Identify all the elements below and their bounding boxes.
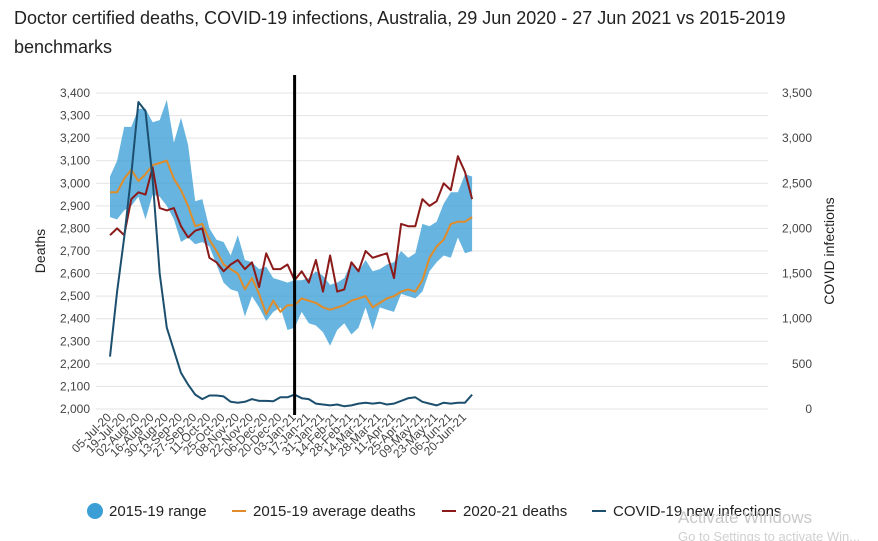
y-tick-label: 3,400: [60, 86, 90, 100]
y-tick-label: 2,000: [60, 402, 90, 416]
range-band: [110, 99, 473, 346]
y2-tick-label: 2,000: [782, 221, 812, 235]
y-tick-label: 2,400: [60, 312, 90, 326]
y-tick-label: 3,100: [60, 154, 90, 168]
y-tick-label: 3,200: [60, 131, 90, 145]
deaths-2020-21-line: [109, 155, 474, 293]
legend-label: 2015-19 range: [109, 503, 207, 520]
y-tick-label: 3,300: [60, 109, 90, 123]
legend-item-2020-21: 2020-21 deaths: [442, 503, 567, 520]
activate-windows-subtext: Go to Settings to activate Win...: [678, 529, 860, 541]
gridlines: [96, 92, 768, 410]
y2-tick-label: 500: [792, 357, 812, 371]
y2-tick-label: 0: [805, 402, 812, 416]
y-axis-title: Deaths: [32, 229, 48, 273]
legend-label: 2015-19 average deaths: [253, 503, 416, 520]
legend-item-average: 2015-19 average deaths: [232, 503, 416, 520]
legend-label: COVID-19 new infections: [613, 503, 781, 520]
legend-item-range: 2015-19 range: [87, 503, 207, 520]
legend: 2015-19 range 2015-19 average deaths 2020-…: [87, 503, 781, 520]
y-tick-label: 2,700: [60, 244, 90, 258]
y2-axis-ticks: 3,500 3,000 2,500 2,000 1,500 1,000 500 0: [782, 86, 812, 416]
y-tick-label: 2,100: [60, 379, 90, 393]
series-group: [109, 99, 474, 408]
y-tick-label: 3,000: [60, 176, 90, 190]
y2-tick-label: 1,000: [782, 312, 812, 326]
y2-tick-label: 3,000: [782, 131, 812, 145]
x-axis-ticks: 05-Jul-2019-Jul-2002-Aug-2016-Aug-2030-A…: [69, 410, 469, 461]
y-tick-label: 2,200: [60, 357, 90, 371]
y-tick-label: 2,600: [60, 267, 90, 281]
y-tick-label: 2,800: [60, 221, 90, 235]
y-axis-ticks: 3,400 3,300 3,200 3,100 3,000 2,900 2,800 2,700…: [60, 86, 90, 416]
y2-tick-label: 3,500: [782, 86, 812, 100]
y2-tick-label: 1,500: [782, 267, 812, 281]
average-deaths-line: [110, 159, 473, 316]
y-tick-label: 2,500: [60, 289, 90, 303]
covid-infections-line: [109, 101, 473, 408]
legend-label: 2020-21 deaths: [463, 503, 567, 520]
chart-title: Doctor certified deaths, COVID-19 infect…: [14, 8, 786, 57]
y-tick-label: 2,300: [60, 334, 90, 348]
activate-windows-watermark: Activate Windows: [678, 508, 812, 527]
legend-swatch: [87, 503, 103, 519]
y2-tick-label: 2,500: [782, 176, 812, 190]
legend-item-covid: COVID-19 new infections: [592, 503, 781, 520]
y-tick-label: 2,900: [60, 199, 90, 213]
y2-axis-title: COVID infections: [821, 197, 837, 304]
